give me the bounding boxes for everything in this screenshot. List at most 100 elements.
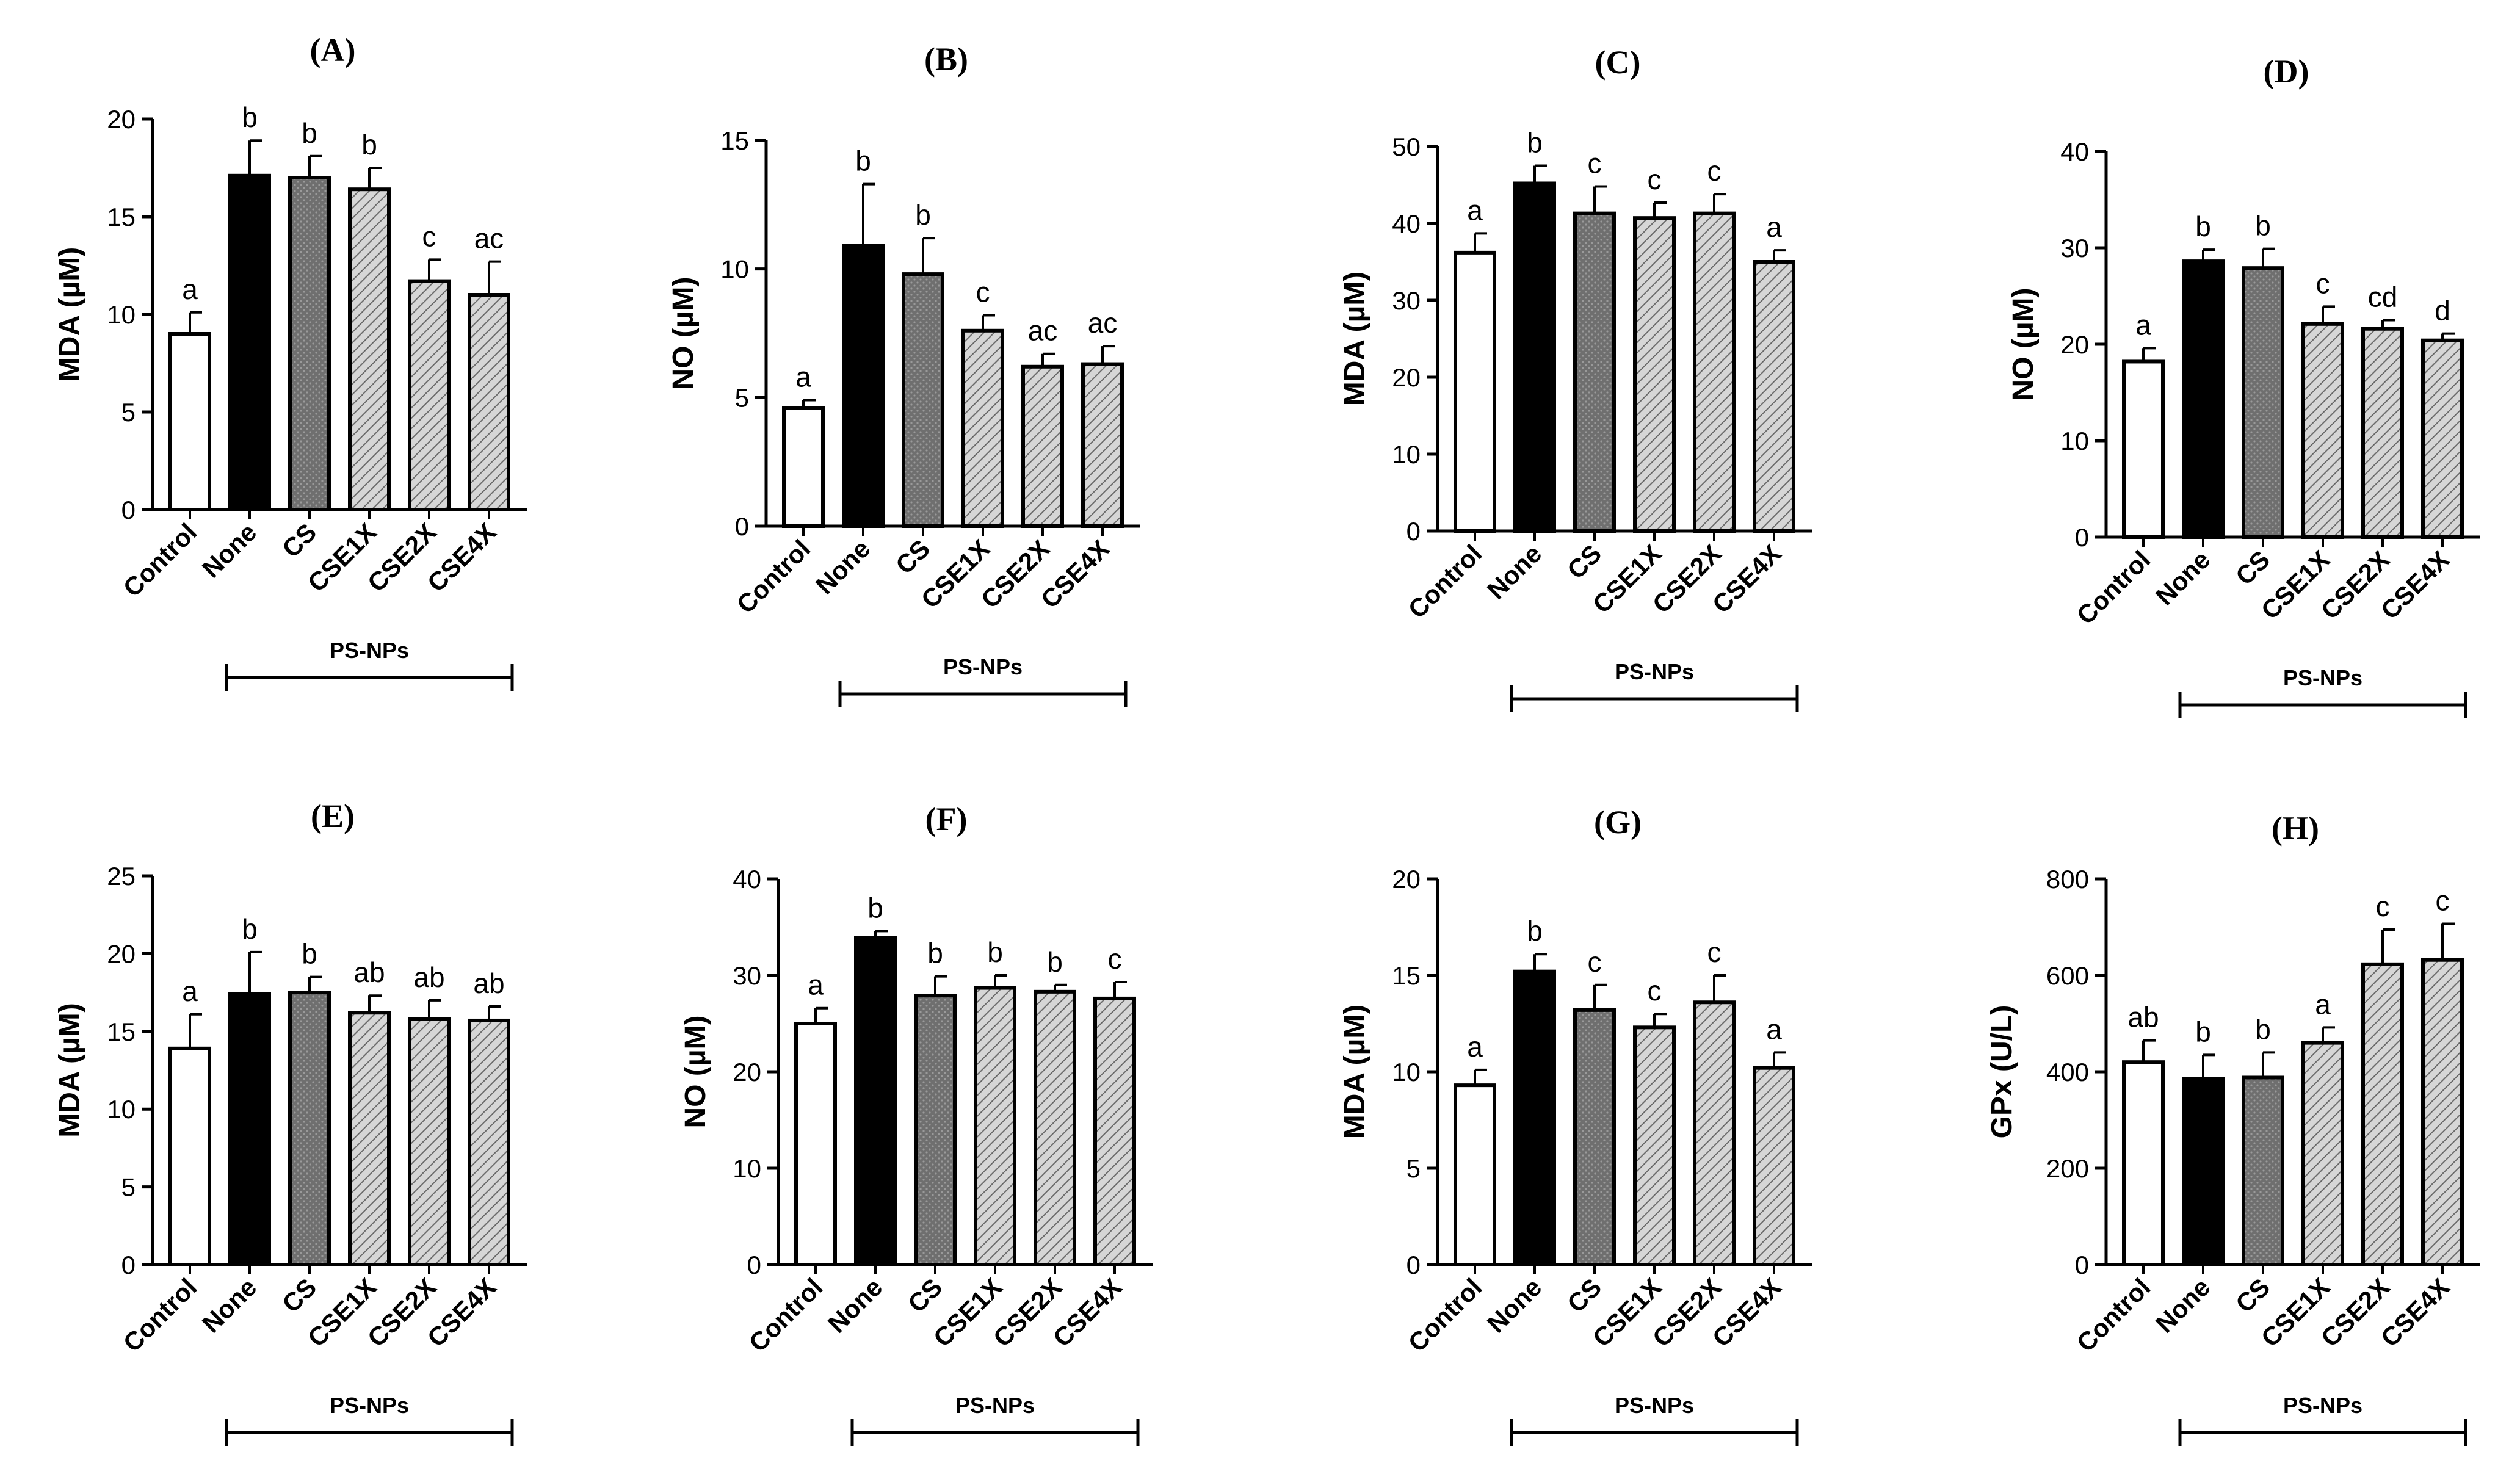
- y-tick-label: 200: [2046, 1154, 2089, 1183]
- panel-title: (A): [310, 32, 356, 68]
- y-tick-label: 0: [2075, 523, 2089, 552]
- significance-letter: b: [855, 145, 871, 177]
- y-tick-label: 15: [1392, 961, 1421, 990]
- y-tick-label: 0: [121, 496, 136, 524]
- bar-cse2x: [1034, 989, 1076, 1266]
- bar-cse4x: [2421, 338, 2464, 539]
- significance-letter: a: [1467, 1031, 1483, 1063]
- panel-title: (E): [311, 798, 355, 834]
- bar-cse4x: [1753, 1066, 1795, 1267]
- significance-letter: cd: [2368, 281, 2398, 313]
- chart-panel-c: (C) 0 10 20 30 40 50 MDA (µM) a Control b None c CS c C…: [1339, 44, 1812, 712]
- bar-none: [842, 244, 885, 528]
- significance-letter: b: [242, 913, 258, 945]
- y-tick-label: 30: [2060, 234, 2089, 262]
- panel-title: (H): [2272, 810, 2319, 847]
- category-label: Control: [2071, 1273, 2156, 1357]
- bar-none: [2182, 259, 2225, 539]
- significance-letter: ac: [1028, 315, 1058, 347]
- category-label: CSE4X: [2375, 545, 2455, 625]
- category-label: CS: [1562, 539, 1607, 585]
- significance-letter: a: [2135, 309, 2151, 341]
- significance-letter: c: [1108, 943, 1122, 975]
- y-tick-label: 0: [747, 1251, 761, 1279]
- y-axis-label: MDA (µM): [54, 1003, 86, 1137]
- bar-cse2x: [1693, 211, 1736, 533]
- significance-letter: c: [2316, 267, 2330, 299]
- y-tick-label: 0: [2075, 1251, 2089, 1279]
- bar-none: [228, 992, 271, 1266]
- category-label: Control: [1403, 539, 1488, 624]
- category-label: Control: [731, 534, 816, 619]
- category-label: CSE4X: [422, 518, 502, 598]
- y-tick-label: 30: [1392, 286, 1421, 315]
- bar-control: [1454, 250, 1496, 533]
- y-tick-label: 0: [1407, 517, 1421, 546]
- bar-cse2x: [408, 1017, 451, 1267]
- y-axis-label: NO (µM): [2007, 288, 2040, 401]
- significance-letter: c: [1707, 936, 1722, 968]
- significance-letter: b: [2255, 1013, 2271, 1045]
- bar-none: [854, 936, 897, 1266]
- chart-panel-h: (H) 0 200 400 600 800 GPx (U/L) ab Control b None b…: [1986, 810, 2480, 1446]
- bar-cse1x: [2301, 1041, 2344, 1266]
- group-label: PS-NPs: [943, 654, 1023, 679]
- significance-letter: a: [1766, 211, 1782, 243]
- category-label: Control: [744, 1273, 828, 1357]
- bar-cs: [2242, 1075, 2284, 1266]
- bar-cse4x: [1093, 996, 1136, 1267]
- significance-letter: b: [2195, 211, 2211, 242]
- bar-cs: [288, 176, 331, 511]
- bar-cse1x: [974, 986, 1016, 1267]
- bar-cse1x: [1633, 216, 1676, 533]
- significance-letter: b: [927, 938, 943, 969]
- category-label: None: [822, 1273, 888, 1338]
- category-label: CS: [902, 1273, 948, 1318]
- y-tick-label: 5: [1407, 1154, 1421, 1183]
- bar-cse4x: [2421, 958, 2464, 1266]
- y-tick-label: 15: [107, 1017, 136, 1046]
- bar-cse2x: [2361, 962, 2404, 1266]
- y-tick-label: 20: [1392, 865, 1421, 894]
- y-axis-label: NO (µM): [679, 1016, 712, 1129]
- y-axis-label: NO (µM): [667, 277, 700, 390]
- bar-cse1x: [2301, 322, 2344, 539]
- bar-cse1x: [348, 187, 391, 511]
- category-label: CS: [1562, 1273, 1607, 1318]
- significance-letter: a: [808, 969, 824, 1001]
- category-label: None: [1482, 1273, 1547, 1338]
- significance-letter: ab: [473, 967, 504, 999]
- significance-letter: a: [182, 273, 198, 305]
- significance-letter: c: [1588, 148, 1602, 179]
- bar-cs: [914, 994, 957, 1267]
- category-label: CS: [277, 518, 322, 563]
- significance-letter: b: [302, 938, 317, 970]
- group-label: PS-NPs: [330, 638, 409, 663]
- significance-letter: ab: [2127, 1002, 2159, 1033]
- bar-cse4x: [468, 293, 510, 511]
- y-tick-label: 20: [733, 1058, 761, 1086]
- significance-letter: b: [1047, 946, 1063, 978]
- category-label: None: [1482, 539, 1547, 604]
- category-label: CSE4X: [422, 1273, 502, 1353]
- bar-cse2x: [1021, 364, 1064, 528]
- panel-title: (F): [925, 801, 968, 837]
- group-label: PS-NPs: [2283, 665, 2362, 690]
- significance-letter: a: [182, 975, 198, 1007]
- bar-cse4x: [1081, 362, 1124, 528]
- significance-letter: a: [795, 361, 811, 393]
- group-label: PS-NPs: [330, 1393, 409, 1418]
- bar-control: [794, 1022, 837, 1266]
- y-tick-label: 20: [107, 939, 136, 968]
- significance-letter: c: [1648, 164, 1662, 195]
- y-tick-label: 50: [1392, 132, 1421, 161]
- group-label: PS-NPs: [1615, 1393, 1694, 1418]
- bar-cse2x: [408, 279, 451, 511]
- significance-letter: b: [2195, 1016, 2211, 1047]
